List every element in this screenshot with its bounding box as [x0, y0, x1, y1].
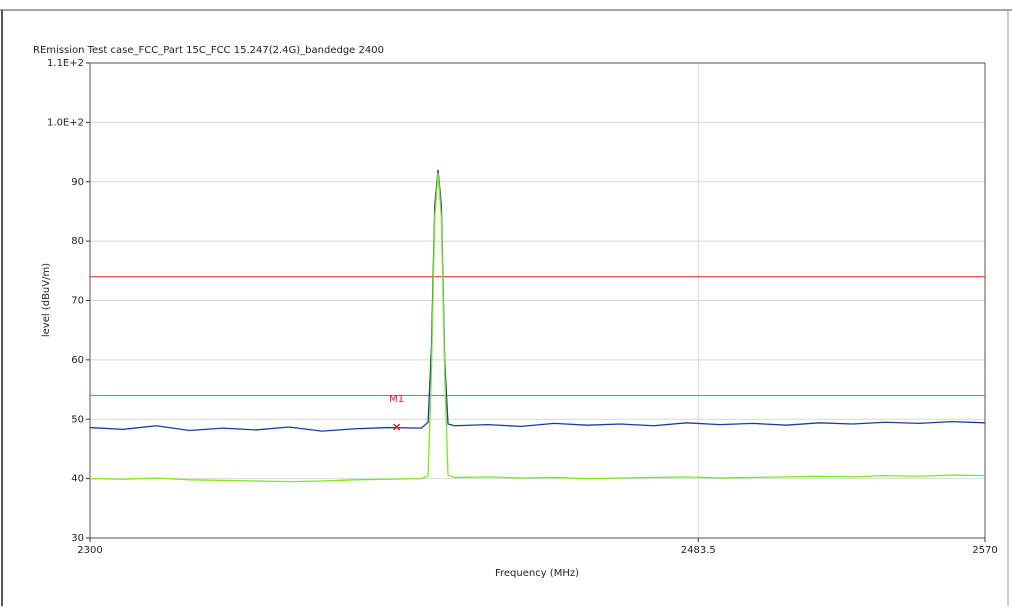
y-tick-label: 60	[71, 355, 84, 366]
y-tick-label: 1.0E+2	[47, 117, 84, 128]
y-tick-label: 50	[71, 414, 84, 425]
x-tick-label: 2483.5	[681, 545, 716, 556]
chart-title: REmission Test case_FCC_Part 15C_FCC 15.…	[33, 45, 384, 56]
y-tick-label: 90	[71, 177, 84, 188]
trace	[89, 172, 986, 483]
y-tick-label: 70	[71, 296, 84, 307]
y-tick-label: 80	[71, 236, 84, 247]
y-axis-label: level (dBuV/m)	[41, 263, 52, 337]
marker	[393, 423, 401, 431]
x-tick-label: 2300	[77, 545, 102, 556]
y-tick-label: 30	[71, 533, 84, 544]
y-tick-label: 1.1E+2	[47, 58, 84, 69]
trace	[89, 169, 986, 432]
y-tick-label: 40	[71, 474, 84, 485]
x-axis-label: Frequency (MHz)	[495, 568, 579, 579]
x-tick-label: 2570	[972, 545, 997, 556]
marker-label: M1	[389, 394, 404, 405]
plot-border	[89, 62, 986, 539]
